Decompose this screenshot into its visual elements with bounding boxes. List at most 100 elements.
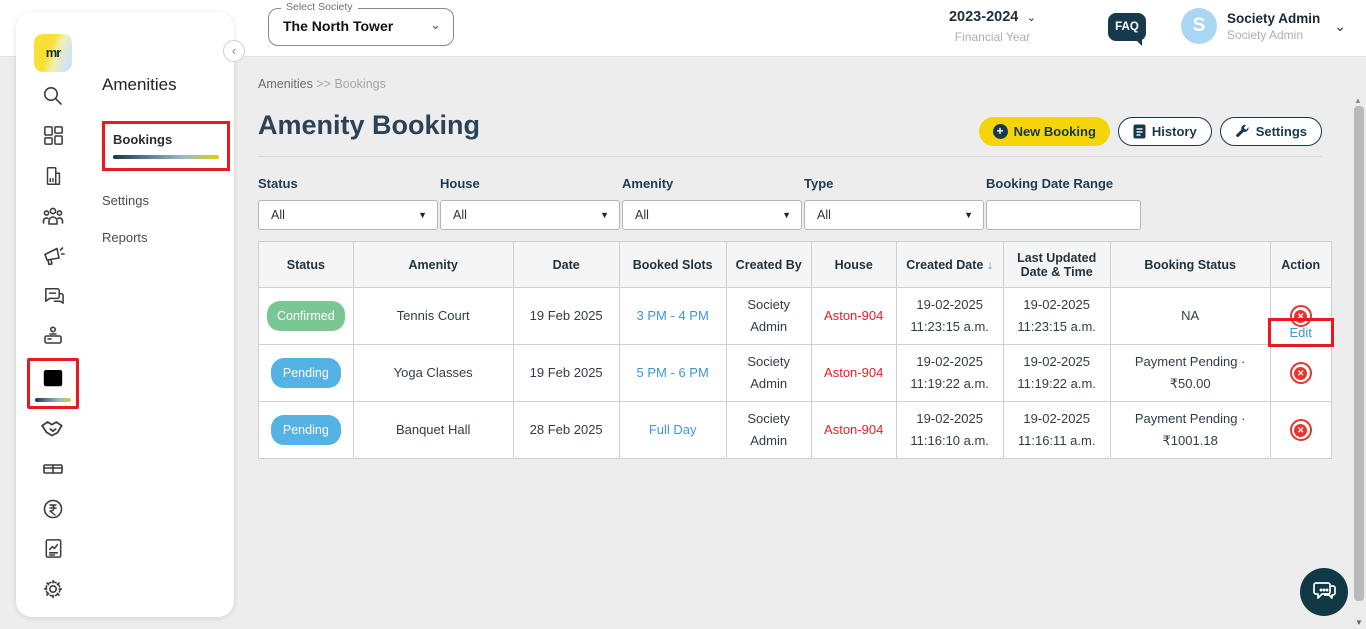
settings-button[interactable]: Settings [1219,117,1322,146]
sidebar-item-search[interactable] [16,78,90,118]
booking-status-line: Payment Pending · [1134,354,1246,369]
booked-slot-link[interactable]: 3 PM - 4 PM [636,308,709,323]
filter-type: Type All ▼ [804,176,986,230]
sidebar-item-front-desk[interactable] [16,318,90,358]
edit-annotation-box: Edit [1267,318,1334,347]
scroll-down-icon[interactable]: ▼ [1355,618,1363,627]
scroll-up-icon[interactable]: ▲ [1354,96,1362,105]
header-actions: + New Booking History Settings [978,117,1322,146]
sidebar-item-settings[interactable] [16,571,90,611]
scrollbar-thumb[interactable] [1354,106,1364,601]
cancel-booking-icon[interactable]: ✕ [1289,362,1312,384]
col-header-created-by: Created By [725,241,812,288]
date-cell: 28 Feb 2025 [512,401,620,459]
sidebar-item-amenities-active[interactable] [27,358,79,409]
chevron-down-icon: ⌄ [430,17,441,32]
created-by-line1: Society [747,297,790,312]
settings-label: Settings [1255,124,1307,139]
updated-date-line: 19-02-2025 [1023,354,1090,369]
updated-time-line: 11:23:15 a.m. [1017,319,1096,334]
table-header-row: Status Amenity Date Booked Slots Created… [258,241,1332,288]
sidebar-item-chat[interactable] [16,278,90,318]
filter-amenity-label: Amenity [622,176,674,191]
booked-slot-link[interactable]: Full Day [648,422,697,437]
submenu-item-bookings[interactable]: Bookings [102,121,230,171]
created-time-line: 11:16:10 a.m. [910,433,989,448]
filter-bar: Status All ▼ House All ▼ Amenity All ▼ T… [258,176,1141,230]
sidebar-item-residents[interactable] [16,198,90,238]
sidebar-item-payments[interactable] [16,491,90,531]
created-by-cell: Society Admin [725,344,812,402]
rupee-circle-icon [41,497,65,526]
document-icon [1133,124,1146,139]
status-filter-select[interactable]: All ▼ [258,200,438,230]
active-indicator-bar [35,398,71,402]
sidebar-item-dashboard[interactable] [16,118,90,158]
submenu-item-settings[interactable]: Settings [102,193,149,208]
chat-fab-icon [1311,578,1337,607]
created-date-cell: 19-02-2025 11:16:10 a.m. [895,401,1004,459]
amenity-cell: Banquet Hall [352,401,514,459]
financial-year-selector[interactable]: 2023-2024 ⌄ Financial Year [949,8,1036,44]
filter-house: House All ▼ [440,176,622,230]
search-icon [41,84,65,113]
col-header-last-updated: Last Updated Date & Time [1002,241,1111,288]
breadcrumb-parent[interactable]: Amenities [258,77,313,91]
society-select[interactable]: Select Society The North Tower ⌄ [268,1,454,46]
created-date-line: 19-02-2025 [916,411,983,426]
col-header-amenity: Amenity [352,241,514,288]
faq-button[interactable]: FAQ [1108,13,1146,46]
history-button[interactable]: History [1117,117,1212,146]
caret-down-icon: ▼ [964,210,973,220]
created-date-cell: 19-02-2025 11:19:22 a.m. [895,344,1004,402]
amenity-filter-select[interactable]: All ▼ [622,200,802,230]
booking-status-cell: Payment Pending · ₹50.00 [1109,344,1271,402]
amenity-cell: Yoga Classes [352,344,514,402]
house-cell: Aston-904 [824,422,884,437]
user-names: Society Admin Society Admin [1227,11,1320,42]
updated-time-line: 11:16:11 a.m. [1017,433,1096,448]
sidebar-collapse-button[interactable]: ‹ [223,40,245,62]
filter-status-label: Status [258,176,298,191]
caret-down-icon: ▼ [782,210,791,220]
booked-slot-link[interactable]: 5 PM - 6 PM [636,365,709,380]
created-by-cell: Society Admin [725,287,812,345]
app-logo[interactable]: mr [34,34,72,72]
sidebar-item-announcements[interactable] [16,238,90,278]
submenu-item-reports[interactable]: Reports [102,230,148,245]
sidebar-item-vendors[interactable] [16,411,90,451]
report-chart-icon [42,537,65,565]
chevron-down-icon: ⌄ [1026,12,1036,24]
title-divider [258,156,1322,157]
support-chat-button[interactable] [1300,568,1348,616]
edit-booking-link[interactable]: Edit [1289,324,1312,340]
megaphone-icon [41,244,65,273]
app-logo-glyph: mr [45,45,62,60]
created-date-line: 19-02-2025 [916,354,983,369]
created-by-cell: Society Admin [725,401,812,459]
col-header-created-date[interactable]: Created Date ↓ [895,241,1004,288]
new-booking-label: New Booking [1013,124,1096,139]
type-filter-select[interactable]: All ▼ [804,200,984,230]
plus-icon: + [992,124,1008,139]
updated-time-line: 11:19:22 a.m. [1017,376,1096,391]
cancel-x-glyph: ✕ [1294,423,1308,437]
booking-date-range-input[interactable] [986,200,1141,230]
updated-date-line: 19-02-2025 [1023,297,1090,312]
building-icon [42,165,64,192]
sidebar-item-assets[interactable] [16,451,90,491]
created-date-cell: 19-02-2025 11:23:15 a.m. [895,287,1004,345]
house-filter-select[interactable]: All ▼ [440,200,620,230]
user-menu[interactable]: S Society Admin Society Admin ⌄ [1180,8,1346,44]
filter-amenity: Amenity All ▼ [622,176,804,230]
page-scrollbar[interactable]: ▲ ▼ [1352,96,1366,629]
sidebar-item-building[interactable] [16,158,90,198]
col-header-status: Status [258,241,354,288]
user-role: Society Admin [1226,27,1304,42]
amenity-cell: Tennis Court [352,287,514,345]
cancel-booking-icon[interactable]: ✕ [1289,419,1312,441]
booking-amount-line: ₹1001.18 [1162,433,1218,448]
booking-amount-line: ₹50.00 [1169,376,1211,391]
new-booking-button[interactable]: + New Booking [978,117,1110,146]
sidebar-item-reports[interactable] [16,531,90,571]
